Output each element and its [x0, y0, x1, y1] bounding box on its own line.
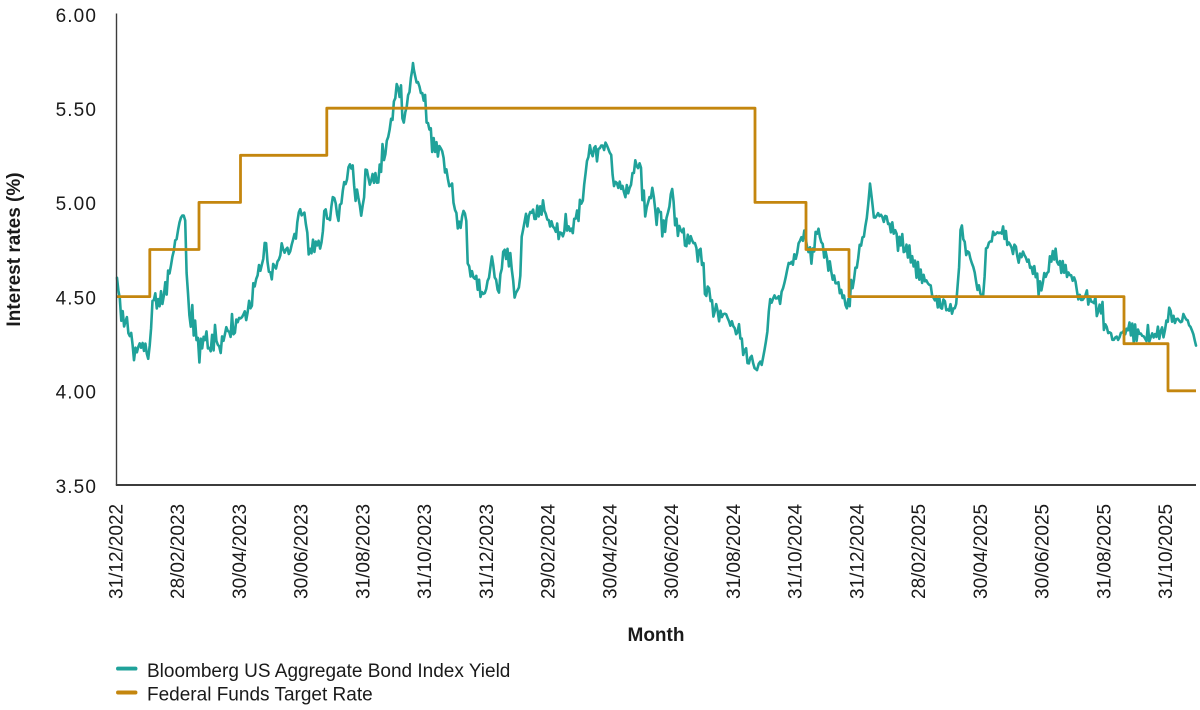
svg-text:31/10/2025: 31/10/2025 [1156, 504, 1177, 599]
svg-text:Bloomberg US Aggregate Bond In: Bloomberg US Aggregate Bond Index Yield [147, 661, 510, 682]
svg-text:30/06/2024: 30/06/2024 [662, 503, 683, 599]
svg-text:6.00: 6.00 [56, 6, 97, 27]
svg-text:31/12/2022: 31/12/2022 [106, 504, 127, 599]
svg-text:30/04/2025: 30/04/2025 [971, 504, 992, 599]
svg-text:31/12/2023: 31/12/2023 [477, 504, 498, 599]
svg-text:30/06/2025: 30/06/2025 [1033, 504, 1054, 599]
svg-text:31/08/2024: 31/08/2024 [724, 503, 745, 599]
svg-text:29/02/2024: 29/02/2024 [539, 503, 560, 599]
svg-text:3.50: 3.50 [56, 477, 97, 498]
svg-text:Interest rates (%): Interest rates (%) [4, 172, 25, 326]
svg-text:28/02/2023: 28/02/2023 [168, 504, 189, 599]
svg-text:5.50: 5.50 [56, 100, 97, 121]
svg-text:31/08/2023: 31/08/2023 [353, 504, 374, 599]
svg-text:30/06/2023: 30/06/2023 [292, 504, 313, 599]
svg-text:30/04/2024: 30/04/2024 [600, 503, 621, 599]
svg-text:Federal Funds Target Rate: Federal Funds Target Rate [147, 684, 373, 705]
svg-text:30/04/2023: 30/04/2023 [230, 504, 251, 599]
svg-text:4.00: 4.00 [56, 383, 97, 404]
svg-text:31/10/2024: 31/10/2024 [786, 503, 807, 599]
svg-text:5.00: 5.00 [56, 194, 97, 215]
svg-text:Month: Month [628, 625, 685, 646]
svg-text:31/12/2024: 31/12/2024 [847, 503, 868, 599]
svg-text:4.50: 4.50 [56, 288, 97, 309]
svg-text:28/02/2025: 28/02/2025 [909, 504, 930, 599]
svg-text:31/08/2025: 31/08/2025 [1094, 504, 1115, 599]
svg-text:31/10/2023: 31/10/2023 [415, 504, 436, 599]
